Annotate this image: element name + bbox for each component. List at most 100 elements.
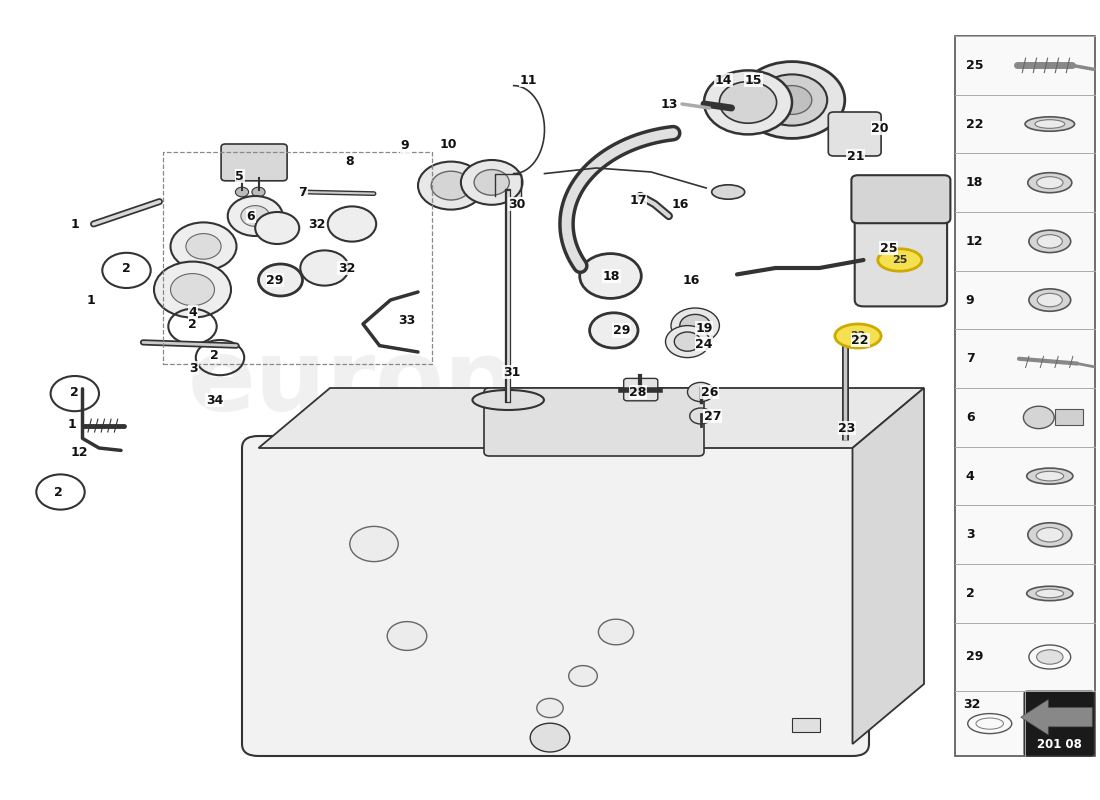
Ellipse shape xyxy=(1037,234,1063,248)
Text: 3: 3 xyxy=(966,528,975,542)
Circle shape xyxy=(739,62,845,138)
Text: 8: 8 xyxy=(345,155,354,168)
Polygon shape xyxy=(495,174,521,196)
Ellipse shape xyxy=(1027,522,1071,546)
Circle shape xyxy=(328,206,376,242)
Text: 29: 29 xyxy=(266,274,284,286)
FancyBboxPatch shape xyxy=(1024,691,1094,756)
Text: 25: 25 xyxy=(892,255,907,265)
Text: 32: 32 xyxy=(338,262,355,274)
Ellipse shape xyxy=(1025,117,1075,131)
Text: 31: 31 xyxy=(503,366,520,378)
FancyBboxPatch shape xyxy=(484,388,704,456)
Text: 4: 4 xyxy=(966,470,975,482)
Text: 18: 18 xyxy=(603,270,620,282)
Ellipse shape xyxy=(1023,406,1054,429)
Text: 32: 32 xyxy=(308,218,326,230)
Bar xyxy=(1055,410,1082,426)
Text: 6: 6 xyxy=(246,210,255,222)
Circle shape xyxy=(680,314,711,337)
Text: 29: 29 xyxy=(966,650,983,663)
FancyBboxPatch shape xyxy=(855,214,947,306)
Polygon shape xyxy=(852,388,924,744)
Ellipse shape xyxy=(712,185,745,199)
Text: 2: 2 xyxy=(210,350,219,362)
Text: 21: 21 xyxy=(847,150,865,162)
Circle shape xyxy=(170,222,236,270)
Circle shape xyxy=(461,160,522,205)
Ellipse shape xyxy=(1035,120,1065,128)
Text: europ: europ xyxy=(188,335,516,433)
Text: 13: 13 xyxy=(660,98,678,110)
Circle shape xyxy=(154,262,231,318)
Circle shape xyxy=(235,187,249,197)
Text: 9: 9 xyxy=(400,139,409,152)
Text: 7: 7 xyxy=(298,186,307,198)
Circle shape xyxy=(258,264,303,296)
Ellipse shape xyxy=(1036,589,1064,598)
Text: 18: 18 xyxy=(966,176,983,189)
FancyBboxPatch shape xyxy=(242,436,869,756)
Polygon shape xyxy=(1021,699,1092,734)
Ellipse shape xyxy=(1037,294,1063,306)
Circle shape xyxy=(757,74,827,126)
Text: 2: 2 xyxy=(122,262,131,274)
Ellipse shape xyxy=(1027,173,1071,193)
Ellipse shape xyxy=(473,390,544,410)
Ellipse shape xyxy=(1026,586,1072,601)
Circle shape xyxy=(170,274,214,306)
Bar xyxy=(955,36,1094,756)
Text: 2: 2 xyxy=(966,587,975,600)
Text: 25: 25 xyxy=(880,242,898,254)
Circle shape xyxy=(474,170,509,195)
Text: 22: 22 xyxy=(850,331,866,341)
Text: 24: 24 xyxy=(695,338,713,350)
Text: 30: 30 xyxy=(508,198,526,210)
Circle shape xyxy=(387,622,427,650)
FancyBboxPatch shape xyxy=(851,175,950,223)
Text: 5: 5 xyxy=(235,170,244,182)
Text: 1: 1 xyxy=(67,418,76,430)
Text: 9: 9 xyxy=(966,294,975,306)
Text: 22: 22 xyxy=(851,334,869,346)
Text: 27: 27 xyxy=(704,410,722,422)
Ellipse shape xyxy=(1026,468,1072,484)
Text: 20: 20 xyxy=(871,122,889,134)
Text: 26: 26 xyxy=(701,386,718,398)
Circle shape xyxy=(569,666,597,686)
Text: 1: 1 xyxy=(87,294,96,306)
Circle shape xyxy=(772,86,812,114)
Ellipse shape xyxy=(878,249,922,271)
Text: 11: 11 xyxy=(519,74,537,86)
Text: 12: 12 xyxy=(966,235,983,248)
Text: 29: 29 xyxy=(613,324,630,337)
Circle shape xyxy=(580,254,641,298)
Text: 22: 22 xyxy=(966,118,983,130)
Text: 28: 28 xyxy=(629,386,647,398)
Text: 23: 23 xyxy=(838,422,856,434)
Text: 17: 17 xyxy=(629,194,647,206)
Text: 14: 14 xyxy=(715,74,733,86)
Text: 12: 12 xyxy=(70,446,88,458)
Circle shape xyxy=(300,250,349,286)
Circle shape xyxy=(255,212,299,244)
Text: 7: 7 xyxy=(966,352,975,366)
Text: 2: 2 xyxy=(54,486,63,498)
FancyBboxPatch shape xyxy=(828,112,881,156)
Circle shape xyxy=(350,526,398,562)
Text: 25: 25 xyxy=(966,59,983,72)
Circle shape xyxy=(530,723,570,752)
Text: 32: 32 xyxy=(964,698,981,710)
Ellipse shape xyxy=(835,324,881,348)
Bar xyxy=(792,718,820,732)
Text: 1: 1 xyxy=(70,218,79,230)
Circle shape xyxy=(186,234,221,259)
Circle shape xyxy=(590,313,638,348)
Ellipse shape xyxy=(1036,527,1063,542)
Circle shape xyxy=(431,171,471,200)
Text: 10: 10 xyxy=(440,138,458,150)
Circle shape xyxy=(418,162,484,210)
Text: 33: 33 xyxy=(398,314,416,326)
Ellipse shape xyxy=(1036,471,1064,481)
Text: 15: 15 xyxy=(745,74,762,86)
